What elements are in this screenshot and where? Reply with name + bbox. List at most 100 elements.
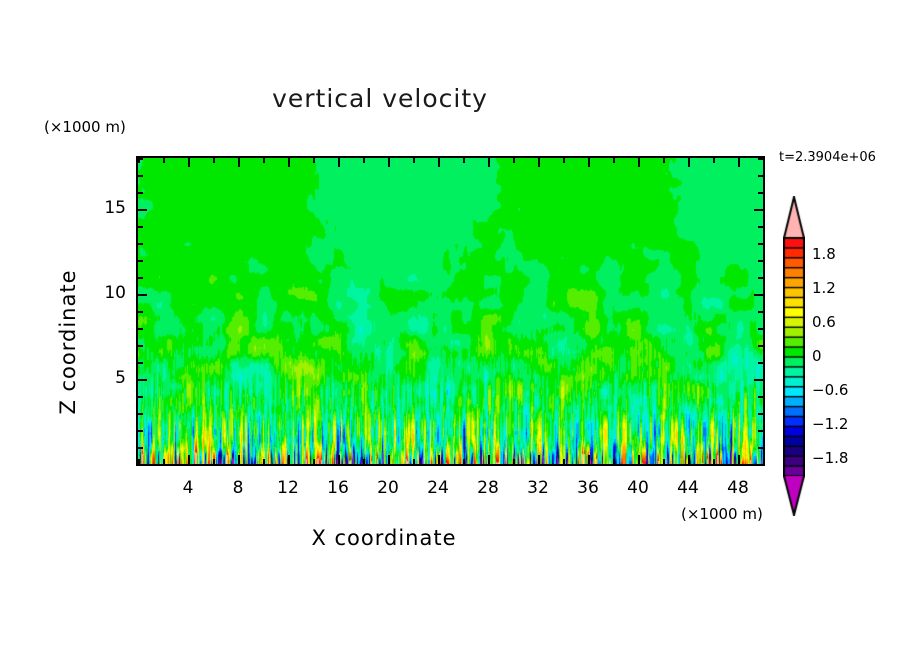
axis-tick	[138, 158, 140, 163]
x-tick-label-8: 36	[577, 478, 599, 498]
axis-tick	[163, 158, 165, 163]
axis-tick	[263, 158, 265, 163]
axis-tick	[754, 379, 763, 381]
time-annotation: t=2.3904e+06	[779, 150, 876, 165]
axis-tick	[754, 294, 763, 296]
axis-tick	[738, 158, 740, 167]
x-tick-label-1: 8	[232, 478, 244, 498]
axis-tick	[138, 311, 143, 313]
axis-tick	[363, 158, 365, 163]
velocity-field-canvas	[138, 158, 763, 464]
axis-tick	[238, 158, 240, 167]
axis-tick	[138, 192, 143, 194]
axis-tick	[613, 158, 615, 163]
axis-tick	[758, 175, 763, 177]
axis-tick	[138, 362, 143, 364]
axis-tick	[563, 459, 565, 464]
axis-tick	[758, 447, 763, 449]
axis-tick	[213, 158, 215, 163]
colorbar-tick-4: −0.6	[812, 381, 849, 399]
x-tick-label-11: 48	[727, 478, 749, 498]
axis-tick	[613, 459, 615, 464]
axis-tick	[288, 455, 290, 464]
x-tick-label-7: 32	[527, 478, 549, 498]
axis-tick	[163, 459, 165, 464]
colorbar-tick-0: 1.8	[812, 245, 836, 263]
axis-tick	[188, 455, 190, 464]
x-tick-label-10: 44	[677, 478, 699, 498]
axis-tick	[138, 464, 143, 466]
axis-tick	[758, 311, 763, 313]
axis-tick	[138, 226, 143, 228]
axis-tick	[688, 158, 690, 167]
axis-tick	[513, 459, 515, 464]
axis-tick	[488, 455, 490, 464]
axis-tick	[413, 158, 415, 163]
x-tick-label-0: 4	[182, 478, 194, 498]
y-axis-title: Z coordinate	[56, 269, 80, 415]
axis-tick	[663, 158, 665, 163]
axis-tick	[758, 260, 763, 262]
axis-tick	[288, 158, 290, 167]
axis-tick	[438, 158, 440, 167]
axis-tick	[138, 413, 143, 415]
heatmap-plot-area	[136, 156, 765, 466]
axis-tick	[138, 379, 147, 381]
axis-tick	[538, 455, 540, 464]
axis-tick	[758, 158, 763, 160]
x-tick-label-3: 16	[327, 478, 349, 498]
axis-tick	[758, 464, 763, 466]
axis-tick	[138, 345, 143, 347]
axis-tick	[138, 459, 140, 464]
axis-tick	[563, 158, 565, 163]
axis-tick	[638, 158, 640, 167]
z-axis-unit-label: (×1000 m)	[44, 118, 126, 136]
x-tick-label-9: 40	[627, 478, 649, 498]
axis-tick	[488, 158, 490, 167]
axis-tick	[738, 455, 740, 464]
axis-tick	[313, 459, 315, 464]
axis-tick	[138, 175, 143, 177]
axis-tick	[463, 158, 465, 163]
x-axis-unit-label: (×1000 m)	[681, 505, 763, 523]
axis-tick	[388, 158, 390, 167]
axis-tick	[758, 345, 763, 347]
axis-tick	[758, 430, 763, 432]
y-tick-label-1: 10	[104, 283, 126, 303]
axis-tick	[138, 430, 143, 432]
axis-tick	[138, 277, 143, 279]
axis-tick	[338, 158, 340, 167]
x-tick-label-4: 20	[377, 478, 399, 498]
colorbar-tick-6: −1.8	[812, 449, 849, 467]
x-tick-label-2: 12	[277, 478, 299, 498]
colorbar-tick-2: 0.6	[812, 313, 836, 331]
axis-tick	[138, 260, 143, 262]
chart-title: vertical velocity	[272, 84, 488, 113]
axis-tick	[138, 243, 143, 245]
axis-tick	[758, 277, 763, 279]
x-tick-label-5: 24	[427, 478, 449, 498]
axis-tick	[388, 455, 390, 464]
axis-tick	[663, 459, 665, 464]
axis-tick	[763, 459, 765, 464]
x-tick-label-6: 28	[477, 478, 499, 498]
axis-tick	[638, 455, 640, 464]
axis-tick	[138, 209, 147, 211]
axis-tick	[138, 294, 147, 296]
axis-tick	[263, 459, 265, 464]
axis-tick	[754, 209, 763, 211]
axis-tick	[188, 158, 190, 167]
axis-tick	[513, 158, 515, 163]
axis-tick	[138, 158, 143, 160]
axis-tick	[438, 455, 440, 464]
axis-tick	[413, 459, 415, 464]
colorbar-tick-1: 1.2	[812, 279, 836, 297]
axis-tick	[758, 413, 763, 415]
axis-tick	[313, 158, 315, 163]
colorbar-tick-3: 0	[812, 347, 822, 365]
axis-tick	[588, 455, 590, 464]
axis-tick	[688, 455, 690, 464]
axis-tick	[763, 158, 765, 163]
axis-tick	[463, 459, 465, 464]
colorbar	[783, 196, 805, 516]
